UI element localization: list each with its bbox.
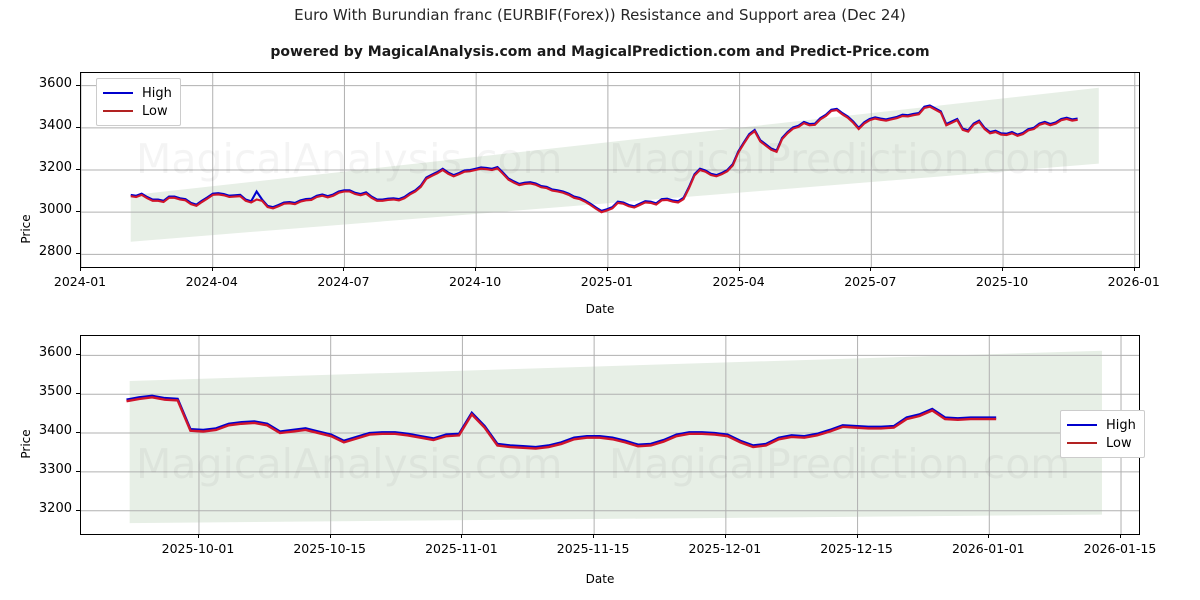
top-chart-panel: Price 2800 3000 3200 3400 3600 2024-01 2024-0… <box>0 60 1200 320</box>
top-chart-x-axis-label: Date <box>585 302 615 316</box>
legend-label-high: High <box>1106 417 1136 433</box>
low-line-swatch-icon <box>1067 442 1097 444</box>
x-tick-mark <box>870 266 872 271</box>
legend-label-low: Low <box>1106 435 1132 451</box>
x-tick-label: 2024-01 <box>53 274 107 289</box>
y-tick-mark <box>76 509 81 511</box>
top-chart-support-resistance-band <box>130 87 1099 242</box>
x-tick-mark <box>343 266 345 271</box>
x-tick-label: 2025-01 <box>580 274 633 289</box>
bottom-chart-high-line <box>126 394 997 449</box>
x-tick-label: 2025-04 <box>712 274 765 289</box>
y-tick-mark <box>76 253 81 255</box>
legend-row-high[interactable]: High <box>1067 416 1136 434</box>
x-tick-mark <box>1120 533 1121 538</box>
x-tick-mark <box>1002 266 1004 271</box>
x-tick-mark <box>856 533 858 538</box>
top-chart-low-line <box>130 105 1078 214</box>
x-tick-label: 2025-12-01 <box>688 541 762 556</box>
bottom-chart-legend[interactable]: High Low <box>1060 410 1145 458</box>
x-tick-label: 2024-07 <box>317 274 370 289</box>
x-tick-mark <box>1133 266 1135 271</box>
x-tick-mark <box>738 266 740 271</box>
legend-label-low: Low <box>142 103 168 119</box>
y-tick-mark <box>76 126 81 128</box>
y-tick-label: 3600 <box>38 345 72 361</box>
high-line-swatch-icon <box>103 92 133 94</box>
x-tick-label: 2025-10 <box>975 274 1029 289</box>
x-tick-label: 2025-12-15 <box>820 541 893 556</box>
y-tick-label: 3200 <box>38 500 72 516</box>
y-tick-label: 3300 <box>38 461 72 477</box>
x-tick-label: 2025-10-01 <box>161 541 235 556</box>
low-line-swatch-icon <box>103 110 133 112</box>
bottom-chart-plot-area[interactable]: MagicalAnalysis.com MagicalPrediction.co… <box>80 335 1140 535</box>
legend-label-high: High <box>142 85 172 101</box>
legend-row-low[interactable]: Low <box>103 102 172 120</box>
x-tick-mark <box>197 533 199 538</box>
x-tick-mark <box>724 533 726 538</box>
x-tick-mark <box>593 533 595 538</box>
x-tick-label: 2025-10-15 <box>293 541 367 556</box>
y-tick-label: 2800 <box>38 244 72 260</box>
x-tick-label: 2026-01 <box>1107 274 1160 289</box>
x-tick-label: 2025-07 <box>844 274 897 289</box>
top-chart-svg <box>81 73 1139 267</box>
top-chart-plot-area[interactable]: MagicalAnalysis.com MagicalPrediction.co… <box>80 72 1140 268</box>
x-tick-mark <box>329 533 331 538</box>
y-tick-mark <box>76 470 81 472</box>
legend-row-low[interactable]: Low <box>1067 434 1136 452</box>
y-tick-mark <box>76 393 81 395</box>
page-subtitle: powered by MagicalAnalysis.com and Magic… <box>270 44 930 60</box>
y-tick-label: 3000 <box>38 202 72 218</box>
y-tick-label: 3500 <box>38 384 72 400</box>
x-tick-mark <box>461 533 463 538</box>
x-tick-label: 2026-01-01 <box>951 541 1025 556</box>
bottom-chart-support-resistance-band <box>129 350 1102 524</box>
y-tick-mark <box>76 354 81 356</box>
high-line-swatch-icon <box>1067 424 1097 426</box>
x-tick-mark <box>606 266 608 271</box>
x-tick-label: 2024-10 <box>449 274 502 289</box>
y-tick-mark <box>76 84 81 86</box>
x-tick-label: 2024-04 <box>185 274 238 289</box>
x-tick-label: 2026-01-15 <box>1083 541 1157 556</box>
y-tick-label: 3200 <box>38 160 72 175</box>
bottom-chart-x-axis-label: Date <box>585 572 615 586</box>
y-tick-label: 3400 <box>38 117 72 133</box>
bottom-chart-low-line <box>126 396 997 450</box>
legend-row-high[interactable]: High <box>103 84 172 102</box>
x-tick-mark <box>988 533 990 538</box>
y-tick-mark <box>76 432 81 434</box>
y-tick-mark <box>76 169 81 170</box>
y-tick-label: 3600 <box>38 75 72 91</box>
x-tick-mark <box>80 266 81 271</box>
bottom-chart-svg <box>81 336 1139 534</box>
page-title: Euro With Burundian franc (EURBIF(Forex)… <box>294 6 906 24</box>
bottom-chart-panel: Price 3200 3300 3400 3500 3600 2025-10-01 202… <box>0 325 1200 600</box>
top-chart-legend[interactable]: High Low <box>96 78 181 126</box>
y-tick-label: 3400 <box>38 423 72 439</box>
y-tick-mark <box>76 211 81 213</box>
x-tick-label: 2025-11-01 <box>425 541 498 556</box>
x-tick-mark <box>475 266 477 271</box>
x-tick-label: 2025-11-15 <box>556 541 630 556</box>
x-tick-mark <box>211 266 213 271</box>
